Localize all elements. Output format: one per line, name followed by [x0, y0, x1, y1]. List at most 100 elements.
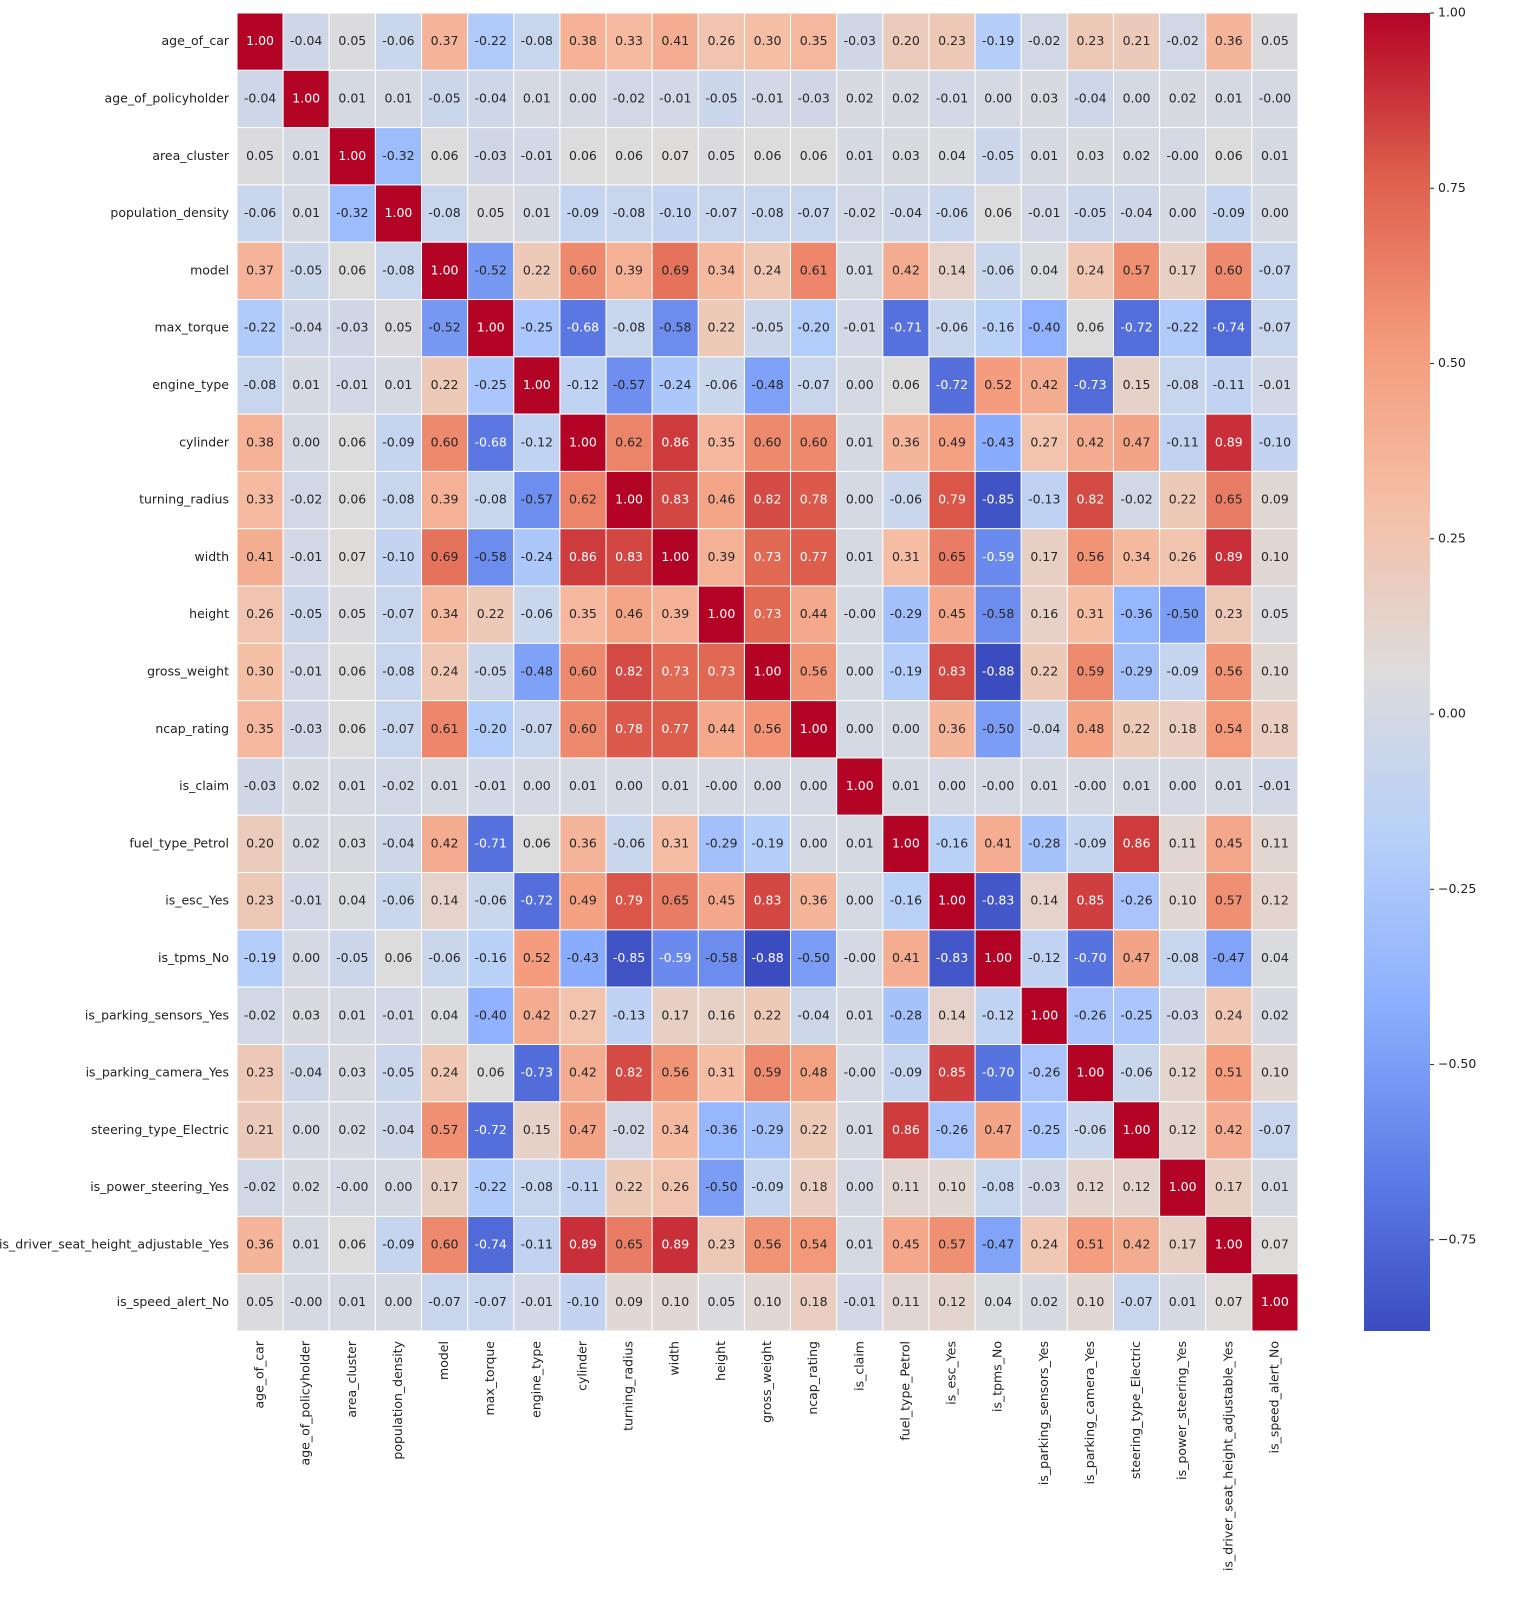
cell-label: 0.01 [846, 1237, 874, 1252]
cell-label: 0.24 [1076, 262, 1104, 277]
heatmap-cell [328, 528, 376, 587]
cell-label: -0.50 [797, 950, 829, 965]
y-tick-label: gross_weight [147, 664, 229, 679]
heatmap-cell [1251, 700, 1299, 759]
cell-label: 0.41 [246, 549, 274, 564]
heatmap-cell [467, 299, 515, 358]
heatmap-cell [1251, 1043, 1299, 1103]
cell-label: 0.06 [754, 148, 782, 163]
heatmap-cell [421, 241, 469, 301]
cell-label: 0.00 [846, 1179, 874, 1194]
heatmap-cell [282, 1158, 330, 1217]
heatmap-cell [1066, 1043, 1114, 1103]
cell-label: -0.02 [844, 205, 876, 220]
cell-label: 0.04 [1261, 950, 1289, 965]
cell-label: -0.58 [475, 549, 507, 564]
cell-label: 0.06 [569, 148, 597, 163]
heatmap-cell [559, 700, 607, 759]
cell-label: 1.00 [892, 835, 920, 850]
x-tick-label: turning_radius [621, 1341, 636, 1431]
cell-label: -0.06 [428, 950, 460, 965]
y-tick-label: engine_type [152, 377, 229, 392]
cell-label: -0.02 [244, 1007, 276, 1022]
x-tick-label: population_density [390, 1340, 405, 1459]
cell-label: 0.10 [661, 1294, 689, 1309]
heatmap-cell [974, 299, 1022, 358]
cell-label: -0.07 [382, 606, 414, 621]
cell-label: -0.07 [797, 377, 829, 392]
heatmap-cell [651, 986, 699, 1045]
cell-label: 0.07 [338, 549, 366, 564]
heatmap-cell [1205, 1043, 1253, 1103]
cell-label: 0.27 [1030, 434, 1058, 449]
y-tick-label: is_power_steering_Yes [90, 1179, 229, 1194]
cell-label: 0.01 [846, 1007, 874, 1022]
cell-label: -0.08 [982, 1179, 1014, 1194]
cell-label: -0.01 [1259, 778, 1291, 793]
heatmap-cell [836, 929, 884, 988]
heatmap-cell [697, 470, 745, 530]
cell-label: 0.15 [1123, 377, 1151, 392]
cell-label: 0.14 [431, 893, 459, 908]
heatmap-cell [1205, 1158, 1253, 1217]
cell-label: 0.36 [1215, 33, 1243, 48]
y-tick-label: is_speed_alert_No [117, 1294, 229, 1309]
cell-label: -0.04 [890, 205, 922, 220]
cell-label: -0.03 [475, 148, 507, 163]
heatmap-cell [1020, 1158, 1068, 1217]
heatmap-cell [1112, 127, 1161, 186]
cell-label: 0.00 [1123, 90, 1151, 105]
cell-label: 0.31 [892, 549, 920, 564]
cell-label: 1.00 [707, 606, 735, 621]
cell-label: -0.03 [244, 778, 276, 793]
cell-label: 0.00 [385, 1179, 413, 1194]
cell-label: 0.62 [569, 492, 597, 507]
cell-label: -0.06 [936, 205, 968, 220]
cell-label: -0.02 [613, 90, 645, 105]
heatmap-cell [882, 1101, 930, 1160]
cell-label: -0.01 [1259, 377, 1291, 392]
heatmap-cell [1112, 528, 1161, 587]
cell-label: 0.00 [846, 721, 874, 736]
cell-label: -0.22 [244, 320, 276, 335]
heatmap-cell [882, 184, 930, 243]
cell-label: 0.56 [754, 1237, 782, 1252]
cell-label: 0.11 [1169, 835, 1197, 850]
heatmap-cell [836, 12, 884, 71]
y-tick-label: cylinder [179, 434, 230, 449]
heatmap-cell [651, 470, 699, 530]
heatmap-cell [328, 986, 376, 1045]
cell-label: 0.51 [1215, 1065, 1243, 1080]
heatmap-cell [374, 1273, 423, 1332]
cell-label: 0.00 [984, 90, 1012, 105]
cell-label: 0.73 [754, 606, 782, 621]
heatmap-cell [974, 1043, 1022, 1103]
cell-label: 0.54 [800, 1237, 828, 1252]
y-tick-label: age_of_car [161, 33, 229, 48]
cell-label: 0.79 [938, 492, 966, 507]
cell-label: 0.00 [615, 778, 643, 793]
cell-label: -0.48 [751, 377, 783, 392]
cell-label: 1.00 [800, 721, 828, 736]
cell-label: -0.05 [1074, 205, 1106, 220]
cell-label: 1.00 [338, 148, 366, 163]
heatmap-cell [1159, 700, 1207, 759]
heatmap-cell [236, 1158, 284, 1217]
cell-label: 0.26 [1169, 549, 1197, 564]
cell-label: 0.65 [661, 893, 689, 908]
cell-label: -0.11 [521, 1237, 553, 1252]
cell-label: 0.65 [615, 1237, 643, 1252]
heatmap-cell [328, 12, 376, 71]
heatmap-cell [1251, 299, 1299, 358]
cell-label: 0.10 [1169, 893, 1197, 908]
cell-label: -0.58 [659, 320, 691, 335]
heatmap-cell [743, 356, 792, 415]
cell-label: 0.52 [523, 950, 551, 965]
cell-label: 0.04 [938, 148, 966, 163]
cell-label: -0.01 [475, 778, 507, 793]
cell-label: 0.42 [1215, 1122, 1243, 1137]
cell-label: -0.68 [475, 434, 507, 449]
heatmap-cell [928, 642, 976, 702]
heatmap-cell [1066, 184, 1114, 243]
cell-label: 0.05 [246, 1294, 274, 1309]
